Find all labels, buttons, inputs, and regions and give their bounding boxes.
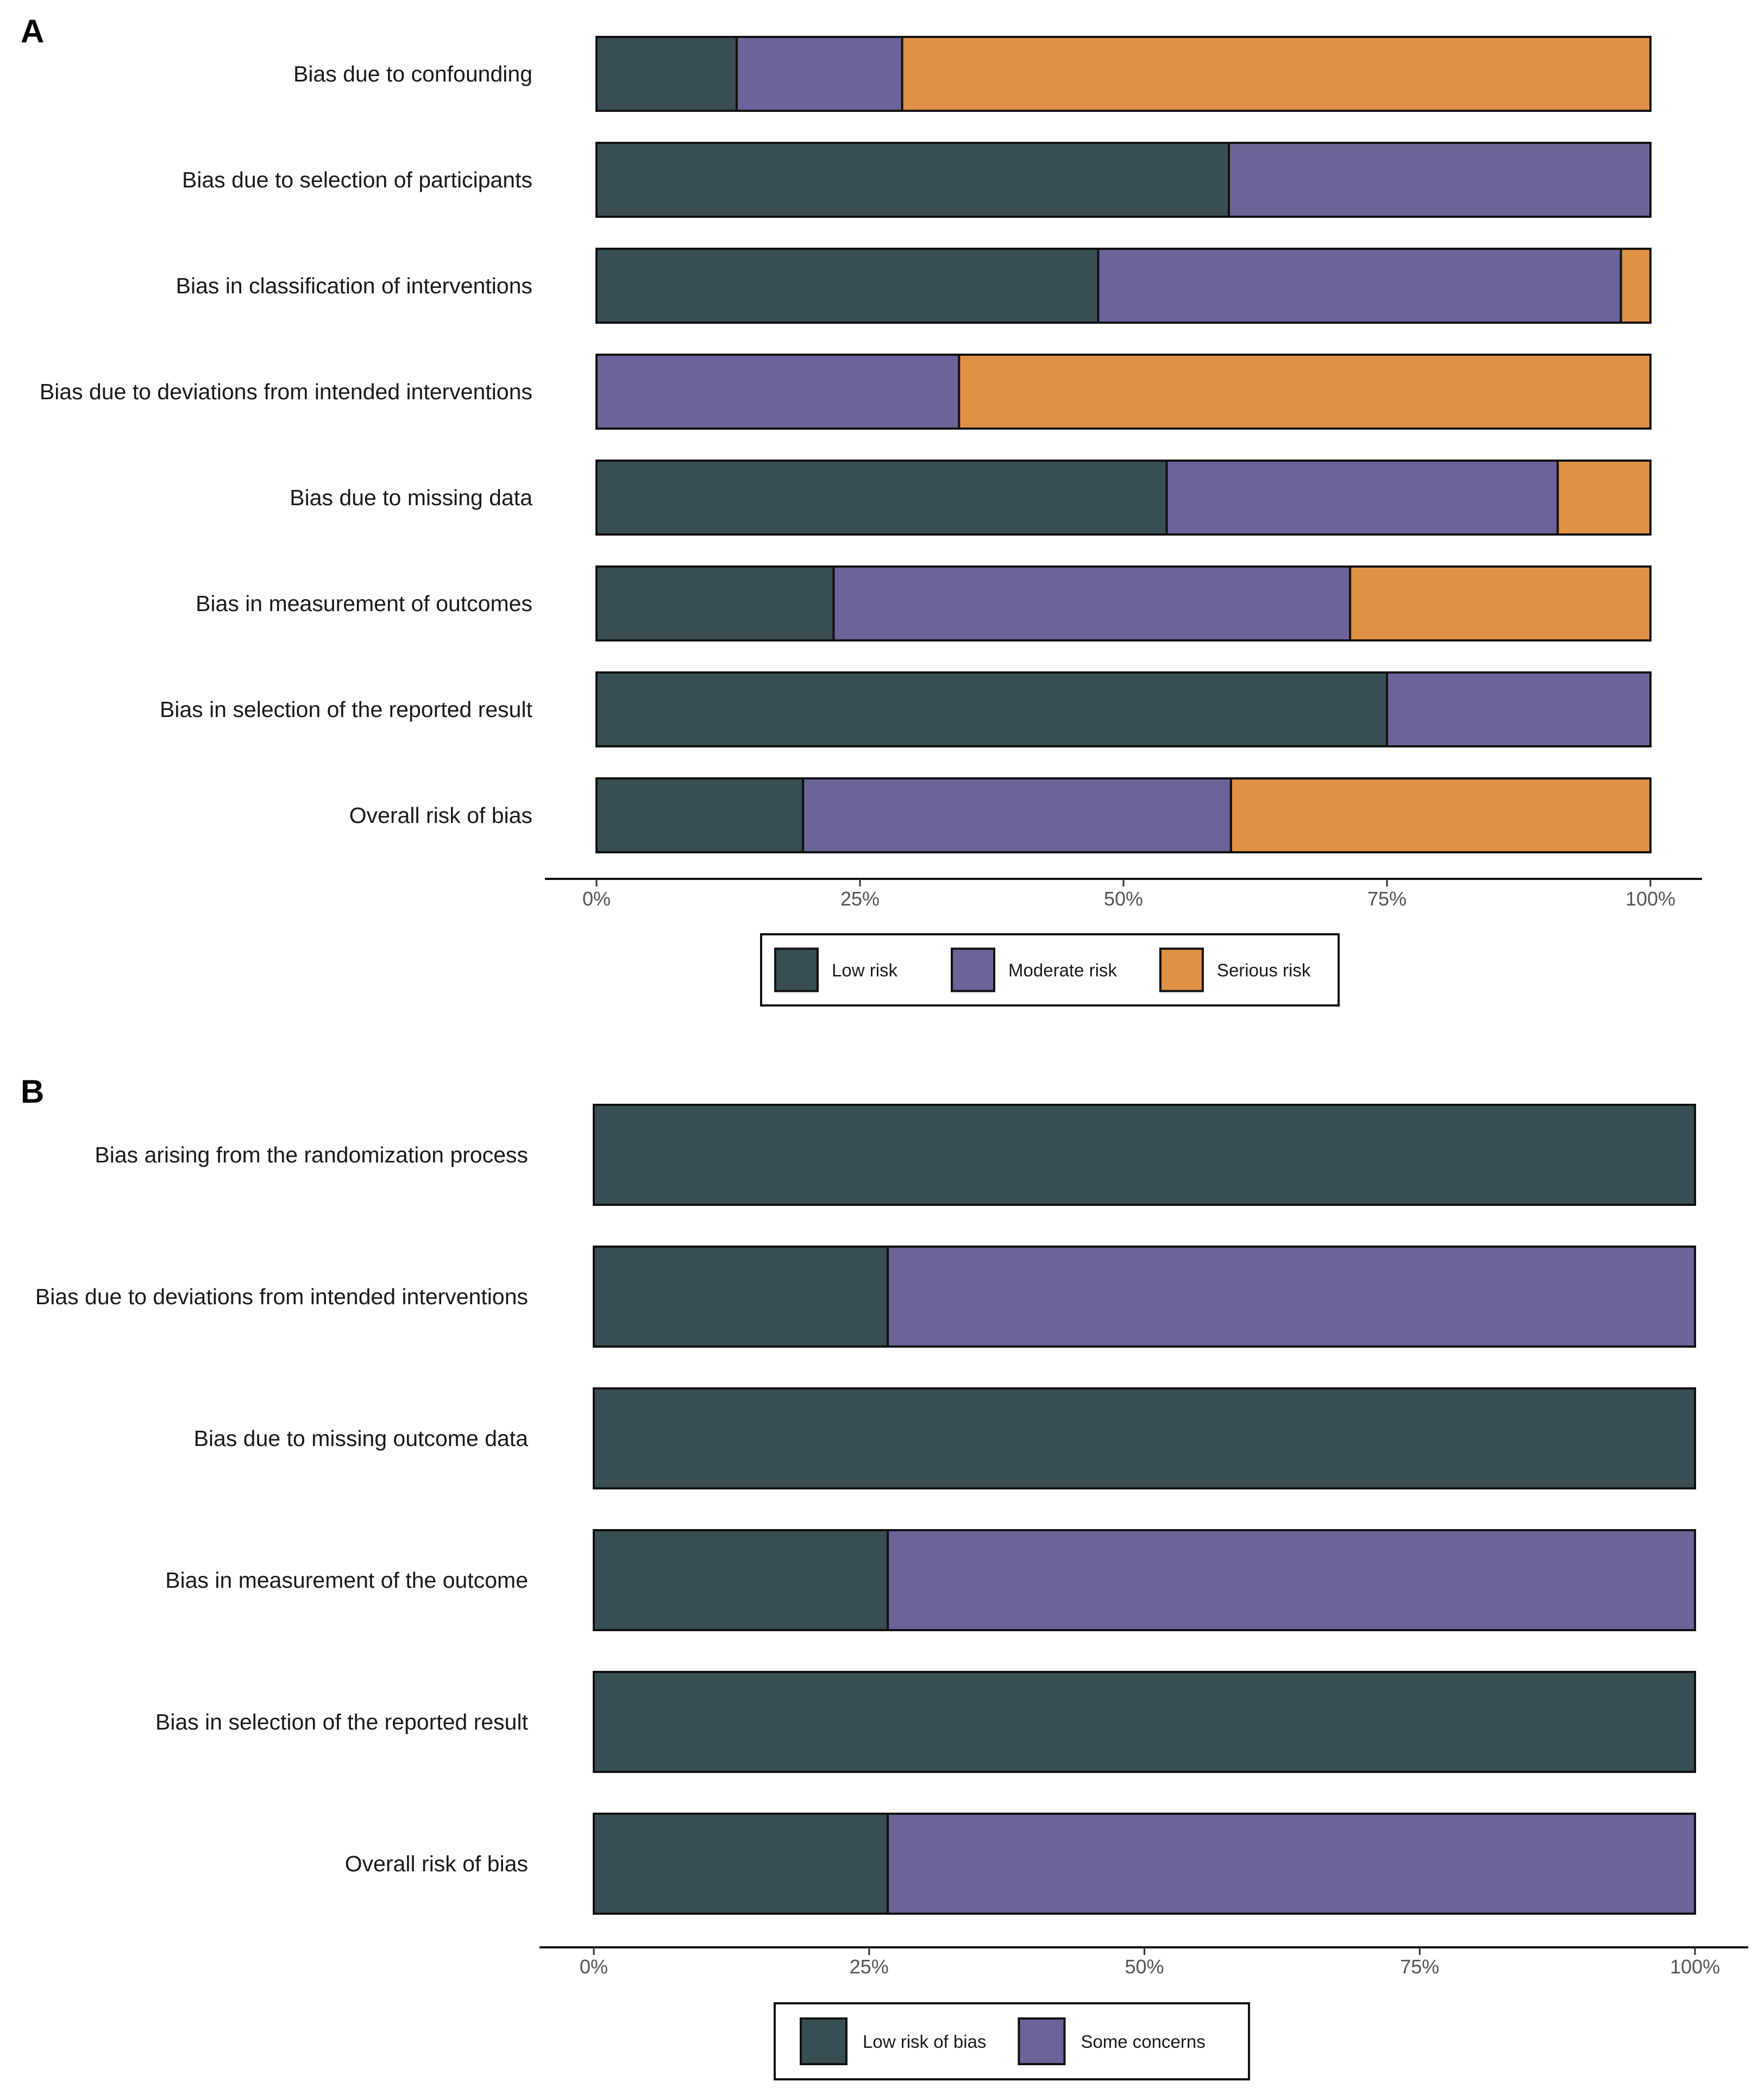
bar-row-4: Bias in measurement of the outcome — [165, 1529, 1696, 1631]
bar-row-2: Bias due to selection of participants — [182, 142, 1652, 218]
bar-row-8: Overall risk of bias — [349, 777, 1652, 853]
x-tick-label: 0% — [580, 1955, 608, 1978]
x-tick-label: 75% — [1367, 888, 1407, 910]
bar-row-6: Bias in measurement of outcomes — [196, 565, 1652, 642]
legend-label: Low risk — [832, 960, 898, 980]
x-tick-label: 100% — [1625, 888, 1675, 910]
bar-segment-moderate-risk — [1228, 142, 1652, 218]
bar-segment-low-risk — [595, 248, 1100, 324]
bar-segment-low-risk-of-bias — [593, 1246, 889, 1348]
category-label: Bias due to missing data — [290, 485, 532, 510]
bar-row-2: Bias due to deviations from intended int… — [35, 1246, 1696, 1348]
category-label: Bias in selection of the reported result — [160, 697, 533, 722]
bar-segment-low-risk-of-bias — [593, 1813, 889, 1915]
bar-row-1: Bias arising from the randomization proc… — [95, 1104, 1696, 1206]
bar-segment-low-risk-of-bias — [593, 1104, 1696, 1206]
bar-segment-moderate-risk — [832, 565, 1352, 642]
category-label: Overall risk of bias — [345, 1851, 528, 1876]
legend-swatch-low-risk-of-bias — [800, 2017, 848, 2065]
bar-segment-low-risk — [595, 671, 1388, 747]
legend: Low risk of bias Some concerns — [774, 2002, 1250, 2080]
x-tick-label: 50% — [1125, 1955, 1164, 1978]
bar-row-5: Bias in selection of the reported result — [155, 1671, 1696, 1773]
legend-box — [760, 933, 1340, 1007]
bar-segment-serious-risk — [1349, 565, 1652, 642]
panel-b-chart: B Bias arising from the randomization pro… — [21, 1073, 1748, 2080]
bar-row-7: Bias in selection of the reported result — [160, 671, 1652, 747]
bar-segment-low-risk-of-bias — [593, 1387, 1696, 1489]
category-label: Bias in measurement of outcomes — [196, 591, 532, 616]
bar-segment-low-risk — [595, 777, 805, 853]
category-label: Bias arising from the randomization proc… — [95, 1142, 528, 1167]
bar-segment-moderate-risk — [595, 354, 961, 430]
category-label: Bias due to deviations from intended int… — [35, 1284, 528, 1309]
legend: Low risk Moderate risk Serious risk — [760, 933, 1340, 1007]
bar-segment-moderate-risk — [736, 36, 903, 112]
bar-segment-low-risk-of-bias — [593, 1671, 1696, 1773]
bar-segment-low-risk-of-bias — [593, 1529, 889, 1631]
legend-label: Low risk of bias — [863, 2032, 986, 2052]
category-label: Bias due to deviations from intended int… — [40, 379, 532, 404]
x-tick-label: 75% — [1400, 1955, 1439, 1978]
bar-segment-some-concerns — [887, 1529, 1696, 1631]
panel-letter-a: A — [21, 13, 44, 49]
category-label: Bias due to selection of participants — [182, 167, 532, 192]
legend-label: Some concerns — [1081, 2032, 1205, 2052]
category-label: Bias in measurement of the outcome — [165, 1568, 528, 1593]
bar-segment-moderate-risk — [802, 777, 1232, 853]
category-label: Bias in selection of the reported result — [155, 1709, 529, 1734]
category-label: Bias due to confounding — [293, 61, 532, 86]
legend-box — [774, 2002, 1250, 2080]
bar-segment-moderate-risk — [1386, 671, 1652, 747]
bar-row-3: Bias due to missing outcome data — [194, 1387, 1696, 1489]
bar-segment-serious-risk — [1556, 460, 1652, 536]
bar-segment-low-risk — [595, 142, 1230, 218]
bar-segment-serious-risk — [901, 36, 1652, 112]
bar-segment-serious-risk — [1229, 777, 1652, 853]
x-tick-label: 0% — [582, 888, 611, 910]
bar-segment-moderate-risk — [1165, 460, 1559, 536]
bar-segment-low-risk — [595, 460, 1168, 536]
bar-segment-serious-risk — [958, 354, 1652, 430]
panel-letter-b: B — [21, 1073, 44, 1110]
bar-segment-serious-risk — [1619, 248, 1652, 324]
bar-segment-moderate-risk — [1097, 248, 1622, 324]
bar-row-1: Bias due to confounding — [293, 36, 1652, 112]
x-tick-label: 100% — [1670, 1955, 1720, 1978]
bar-row-3: Bias in classification of interventions — [176, 248, 1652, 324]
category-label: Overall risk of bias — [349, 803, 532, 828]
bar-segment-low-risk — [595, 565, 835, 642]
bar-row-5: Bias due to missing data — [290, 460, 1652, 536]
legend-swatch-serious-risk — [1159, 947, 1204, 992]
category-label: Bias due to missing outcome data — [194, 1426, 529, 1451]
x-tick-label: 50% — [1104, 888, 1143, 910]
x-tick-label: 25% — [850, 1955, 889, 1978]
legend-swatch-moderate-risk — [951, 947, 996, 992]
bar-segment-some-concerns — [887, 1813, 1696, 1915]
x-tick-label: 25% — [840, 888, 880, 910]
legend-label: Moderate risk — [1008, 960, 1117, 980]
category-label: Bias in classification of interventions — [176, 273, 532, 298]
legend-label: Serious risk — [1217, 960, 1311, 980]
bar-row-4: Bias due to deviations from intended int… — [40, 354, 1652, 430]
legend-swatch-low-risk — [774, 947, 819, 992]
bar-segment-some-concerns — [887, 1246, 1696, 1348]
bar-segment-low-risk — [595, 36, 738, 112]
legend-swatch-some-concerns — [1018, 2017, 1066, 2065]
bar-row-6: Overall risk of bias — [345, 1813, 1696, 1915]
panel-a-chart: A Bias due to confounding Bias due to sele… — [21, 13, 1702, 1007]
